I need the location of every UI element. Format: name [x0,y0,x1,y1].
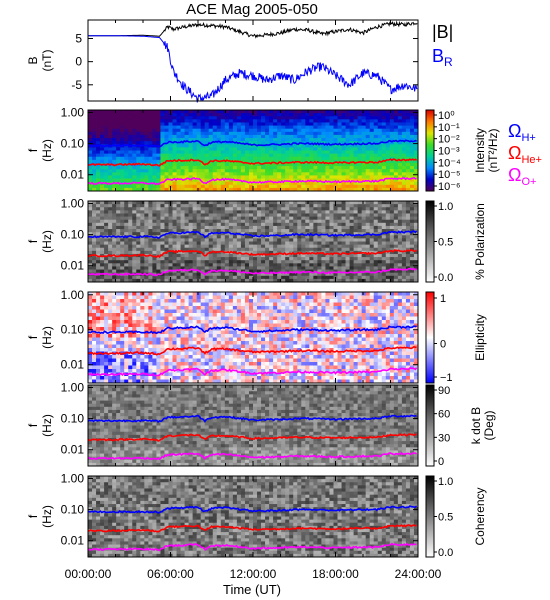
colorbar-label-coherency: Coherency [473,487,487,545]
gyrofrequency-He-line-polarization [87,248,418,259]
colorbar-label-kdotb: k dot B(Deg) [469,407,496,444]
figure-title: ACE Mag 2005-050 [186,1,318,18]
colorbar-tick-kdotb: 60 [438,409,450,421]
colorbar-tick-ellipticity: 0 [440,339,446,351]
colorbar-tick-intensity: 10⁻³ [438,146,460,158]
panels: 50-5B(nT)|B|BR1.000.100.01f(Hz)10⁰10⁻¹10… [26,19,542,581]
y-axis-label-coherency: f(Hz) [26,505,54,528]
gyrofrequency-O-line-coherency [87,542,417,552]
gyrofrequency-H-line-polarization [87,230,418,239]
x-tick-label: 18:00:00 [312,567,359,581]
x-tick-label: 00:00:00 [65,567,112,581]
y-tick-label-kdotb: 1.00 [61,380,85,394]
colorbar-tick-kdotb: 30 [438,432,450,444]
colorbar-label-ellipticity: Ellipticity [473,314,487,361]
y-tick-label-ellipticity: 0.10 [61,323,85,337]
colorbar-tick-ellipticity: 1 [440,293,446,305]
y-tick-label-polarization: 0.10 [61,228,85,242]
y-tick-label-intensity: 0.01 [61,168,85,182]
heatmap-intensity [88,110,419,192]
y-tick-label-polarization: 1.00 [61,196,85,210]
colorbar-tick-polarization: 0.0 [438,272,453,284]
colorbar-ellipticity [425,291,435,384]
colorbar-tick-intensity: 10⁻¹ [438,122,460,134]
y-tick-label-ellipticity: 0.01 [61,358,85,372]
colorbar-tick-intensity: 10⁻² [438,134,460,146]
y-axis-label-polarization: f(Hz) [26,230,54,253]
panel-frame-field [87,19,419,102]
gyrofrequency-O-line-kdotb [87,451,417,461]
y-tick-label-coherency: 0.10 [61,503,85,517]
y-axis-label-field: B(nT) [26,50,54,72]
x-tick-label: 12:00:00 [230,567,277,581]
legend-gyro-H: ΩH+ [508,121,536,144]
colorbar-tick-polarization: 1.0 [438,201,453,213]
colorbar-tick-intensity: 10⁻⁵ [438,169,461,181]
colorbar-kdotb [425,384,435,467]
x-tick-label: 06:00:00 [147,567,194,581]
series-line-b-radial [88,35,418,103]
y-tick-label-field: 0 [75,55,82,69]
y-axis-label-intensity: f(Hz) [26,139,54,162]
gyrofrequency-H-line-kdotb [87,414,417,424]
x-axis-label: Time (UT) [223,582,281,597]
legend-gyro-O: ΩO+ [508,165,536,188]
y-tick-label-ellipticity: 1.00 [61,288,85,302]
y-tick-label-polarization: 0.01 [61,259,85,273]
y-tick-label-intensity: 0.10 [61,137,85,151]
gyrofrequency-H-line-coherency [87,505,418,514]
gyrofrequency-He-line-ellipticity [87,345,417,356]
y-tick-label-kdotb: 0.01 [61,443,85,457]
y-tick-label-coherency: 0.01 [61,534,85,548]
colorbar-label-intensity: Intensity(nT²/Hz) [473,128,500,173]
colorbar-label-polarization: % Polarization [473,203,487,280]
colorbar-coherency [425,475,435,558]
colorbar-tick-ellipticity: −1 [440,372,453,384]
y-axis-label-ellipticity: f(Hz) [26,326,54,349]
gyrofrequency-O-line-intensity [87,176,417,186]
colorbar-tick-intensity: 10⁻⁴ [438,157,461,169]
legend-b-magnitude: |B| [432,22,453,42]
colorbar-tick-kdotb: 90 [438,385,450,397]
colorbar-tick-coherency: 0.5 [438,512,453,524]
y-axis-label-kdotb: f(Hz) [26,414,54,437]
series-line-b-magnitude [88,20,418,39]
colorbar-tick-intensity: 10⁻⁶ [438,181,461,193]
heatmap-polarization [88,201,419,283]
gyrofrequency-H-line-ellipticity [87,325,417,335]
gyrofrequency-He-line-coherency [88,524,417,533]
legend-b-radial: BR [432,46,453,69]
gyrofrequency-O-line-ellipticity [87,367,418,377]
heatmap-kdotb [88,385,419,467]
colorbar-tick-coherency: 1.0 [438,476,453,488]
colorbar-tick-coherency: 0.0 [438,547,453,559]
y-tick-label-coherency: 1.00 [61,471,85,485]
legend-gyro-He: ΩHe+ [508,143,542,166]
y-tick-label-field: 5 [75,32,82,46]
colorbar-tick-intensity: 10⁰ [438,110,455,122]
heatmap-ellipticity [88,292,419,384]
gyrofrequency-He-line-intensity [88,158,418,167]
colorbar-tick-polarization: 0.5 [438,237,453,249]
gyrofrequency-O-line-polarization [87,267,418,277]
y-tick-label-field: -5 [71,78,82,92]
gyrofrequency-H-line-intensity [87,139,417,148]
heatmap-coherency [88,476,419,558]
y-tick-label-kdotb: 0.10 [61,412,85,426]
x-tick-label: 24:00:00 [395,567,442,581]
colorbar-polarization [425,200,435,283]
gyrofrequency-He-line-kdotb [87,433,417,442]
colorbar-tick-kdotb: 0 [438,456,444,468]
colorbar-intensity [425,109,435,192]
y-tick-label-intensity: 1.00 [61,105,85,119]
